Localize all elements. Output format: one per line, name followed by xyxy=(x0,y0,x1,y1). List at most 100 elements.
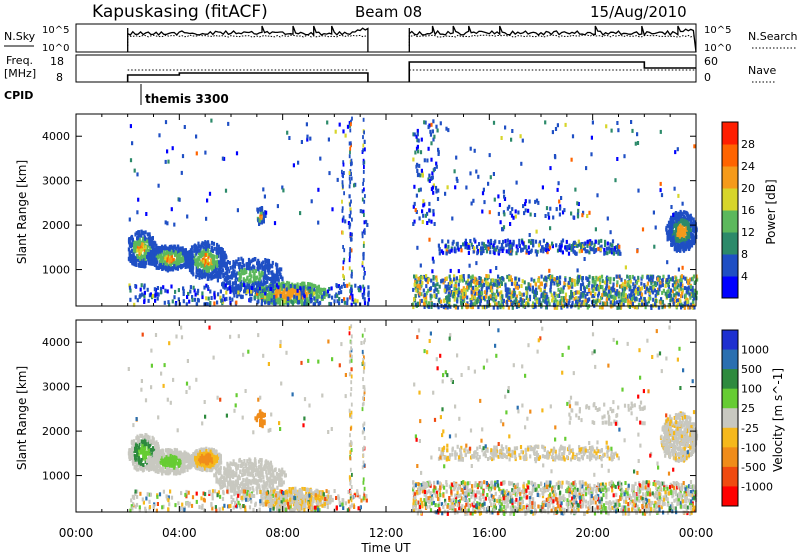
data-cell xyxy=(182,286,185,291)
data-cell xyxy=(431,129,434,134)
data-cell xyxy=(152,261,155,266)
data-cell xyxy=(475,169,478,174)
data-cell xyxy=(164,288,167,293)
data-cell xyxy=(267,261,270,266)
data-cell xyxy=(349,180,352,185)
data-cell xyxy=(248,273,251,277)
data-cell xyxy=(616,280,619,285)
data-cell xyxy=(458,278,461,283)
data-cell xyxy=(189,285,192,290)
data-cell xyxy=(276,263,279,268)
data-cell xyxy=(524,202,527,207)
data-cell xyxy=(418,291,422,296)
data-cell xyxy=(457,247,460,252)
data-cell xyxy=(349,146,352,151)
data-cell xyxy=(492,120,496,125)
data-cell xyxy=(690,285,693,289)
data-cell xyxy=(158,253,161,258)
data-cell xyxy=(502,239,505,244)
data-cell xyxy=(456,290,459,295)
data-cell xyxy=(221,268,225,273)
data-cell xyxy=(336,293,339,298)
data-cell xyxy=(252,257,255,262)
data-cell xyxy=(351,116,353,121)
data-cell xyxy=(461,288,465,293)
data-cell xyxy=(527,208,530,213)
data-cell xyxy=(270,280,273,285)
data-cell xyxy=(481,241,484,246)
data-cell xyxy=(657,287,660,292)
data-cell xyxy=(589,291,592,296)
data-cell xyxy=(501,276,504,281)
data-cell xyxy=(276,289,279,293)
data-cell xyxy=(683,244,686,249)
data-cell xyxy=(171,267,175,272)
data-cell xyxy=(209,289,212,294)
data-cell xyxy=(321,294,324,299)
data-cell xyxy=(671,297,674,302)
data-cell xyxy=(583,241,586,246)
data-cell xyxy=(327,137,330,142)
data-cell xyxy=(295,284,298,289)
data-cell xyxy=(143,294,146,299)
data-cell xyxy=(138,445,141,450)
data-cell xyxy=(146,287,149,292)
data-cell xyxy=(418,302,421,306)
data-cell xyxy=(501,242,504,247)
data-cell xyxy=(578,290,581,295)
data-cell xyxy=(544,214,547,218)
data-cell xyxy=(534,249,537,254)
data-cell xyxy=(427,125,430,130)
data-cell xyxy=(147,248,150,253)
data-cell xyxy=(344,219,347,224)
data-cell xyxy=(423,305,426,309)
data-cell xyxy=(341,299,344,303)
data-cell xyxy=(689,295,692,300)
data-cell xyxy=(612,277,615,282)
data-cell xyxy=(546,302,549,307)
data-cell xyxy=(588,288,591,292)
data-cell xyxy=(168,255,171,260)
data-cell xyxy=(470,201,473,206)
data-cell xyxy=(155,440,158,445)
data-cell xyxy=(606,301,609,306)
data-cell xyxy=(194,262,197,266)
data-cell xyxy=(278,287,281,292)
data-cell xyxy=(675,221,678,226)
data-cell xyxy=(269,263,272,268)
data-cell xyxy=(545,244,549,249)
data-cell xyxy=(432,281,435,286)
freq-unit-label: [MHz] xyxy=(4,67,36,80)
data-cell xyxy=(618,299,621,304)
data-cell xyxy=(250,296,253,301)
data-cell xyxy=(419,286,422,291)
data-cell xyxy=(367,290,370,295)
data-cell xyxy=(416,284,419,289)
data-cell xyxy=(265,293,268,298)
data-cell xyxy=(572,247,575,252)
data-cell xyxy=(173,261,176,266)
data-cell xyxy=(203,263,206,268)
data-cell xyxy=(416,144,419,149)
data-cell xyxy=(675,219,678,224)
data-cell xyxy=(128,457,131,461)
beam-title: Beam 08 xyxy=(355,3,422,21)
data-cell xyxy=(292,284,295,289)
data-cell xyxy=(347,221,350,225)
data-cell xyxy=(243,268,246,272)
data-cell xyxy=(247,257,251,262)
data-cell xyxy=(510,213,514,218)
data-cell xyxy=(646,274,649,279)
data-cell xyxy=(693,227,696,232)
data-cell xyxy=(672,230,675,234)
data-cell xyxy=(258,222,261,226)
data-cell xyxy=(485,274,488,278)
data-cell xyxy=(563,281,566,286)
data-cell xyxy=(476,297,479,302)
data-cell xyxy=(618,301,621,306)
data-cell xyxy=(455,155,458,160)
data-cell xyxy=(471,294,474,299)
data-cell xyxy=(238,288,241,293)
data-cell xyxy=(418,163,421,168)
